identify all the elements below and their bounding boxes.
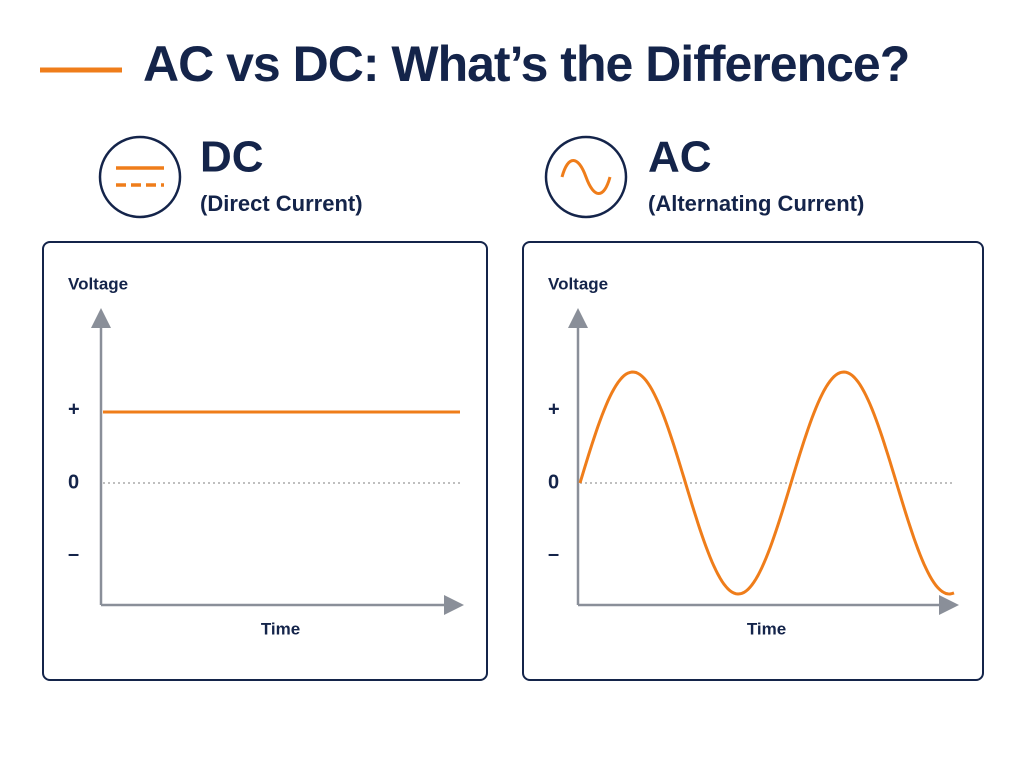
x-axis-label: Time (747, 619, 786, 638)
ac-icon (544, 135, 628, 219)
y-level-label: + (68, 398, 80, 420)
ac-heading: AC (648, 133, 712, 182)
panels: Voltage +0 – Time Voltage +0 – Time (42, 241, 984, 681)
y-level-label: 0 (68, 471, 79, 493)
dc-subheading: (Direct Current) (200, 191, 363, 216)
title: AC vs DC: What’s the Difference? (143, 36, 909, 92)
y-axis-label: Voltage (68, 274, 128, 293)
dc-heading: DC (200, 133, 264, 182)
y-level-label: – (548, 543, 559, 565)
y-level-label: – (68, 543, 79, 565)
y-axis-label: Voltage (548, 274, 608, 293)
y-level-label: 0 (548, 471, 559, 493)
ac-icon-wave (560, 159, 612, 195)
graph-panel (42, 241, 488, 681)
y-level-label: + (548, 398, 560, 420)
graph-panel (522, 241, 984, 681)
ac-waveform (578, 370, 955, 596)
dc-icon (98, 135, 182, 219)
ac-subheading: (Alternating Current) (648, 191, 864, 216)
x-axis-label: Time (261, 619, 300, 638)
